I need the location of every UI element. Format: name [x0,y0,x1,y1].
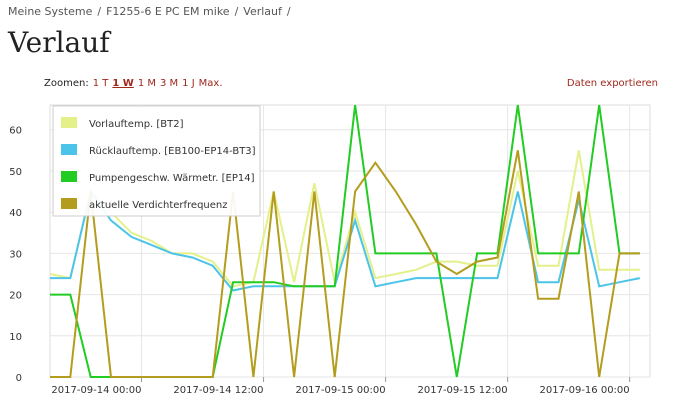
series-line [50,189,640,292]
page-title: Verlauf [8,26,110,59]
export-link[interactable]: Daten exportieren [566,78,658,89]
zoom-option[interactable]: 1 J [182,78,195,89]
legend: Vorlauftemp. [BT2] Rücklauftemp. [EB100-E… [52,105,261,217]
zoom-option[interactable]: 3 M [160,78,179,89]
breadcrumb-separator: / [97,5,102,18]
y-tick-label: 50 [9,167,22,178]
series-line [49,150,640,288]
x-tick-label: 2017-09-16 00:00 [540,385,630,396]
legend-label: aktuelle Verdichterfrequenz [89,200,228,211]
breadcrumb-separator: / [286,5,291,18]
zoom-option[interactable]: 1 W [112,78,134,89]
x-tick-label: 2017-09-14 12:00 [173,385,263,396]
legend-swatch [61,117,77,128]
x-tick-label: 2017-09-15 12:00 [418,385,508,396]
y-tick-label: 40 [9,208,22,219]
legend-swatch [61,144,77,155]
legend-swatch [61,171,77,182]
legend-swatch [61,198,77,209]
zoom-option[interactable]: 1 T [92,78,109,89]
breadcrumb-link[interactable]: Meine Systeme [8,5,93,18]
legend-label: Pumpengeschw. Wärmetr. [EP14] [89,173,255,184]
legend-label: Rücklauftemp. [EB100-EP14-BT3] [89,146,256,157]
x-tick-label: 2017-09-14 00:00 [51,385,141,396]
breadcrumb-link[interactable]: Verlauf [243,5,282,18]
y-tick-label: 30 [9,249,22,260]
y-tick-label: 0 [16,373,22,384]
y-tick-label: 20 [9,291,22,302]
y-tick-label: 60 [9,126,22,137]
zoom-label: Zoomen: [44,78,89,89]
legend-box [52,105,261,217]
legend-label: Vorlauftemp. [BT2] [89,119,184,130]
series-line [50,150,640,378]
breadcrumb: Meine Systeme / F1255-6 E PC EM mike / Verla… [8,5,296,18]
y-tick-label: 10 [9,332,22,343]
zoom-option[interactable]: 1 M [137,78,156,89]
breadcrumb-link[interactable]: F1255-6 E PC EM mike [106,5,230,18]
zoom-option[interactable]: Max. [198,78,223,89]
x-tick-label: 2017-09-15 00:00 [295,385,385,396]
breadcrumb-separator: / [234,5,239,18]
